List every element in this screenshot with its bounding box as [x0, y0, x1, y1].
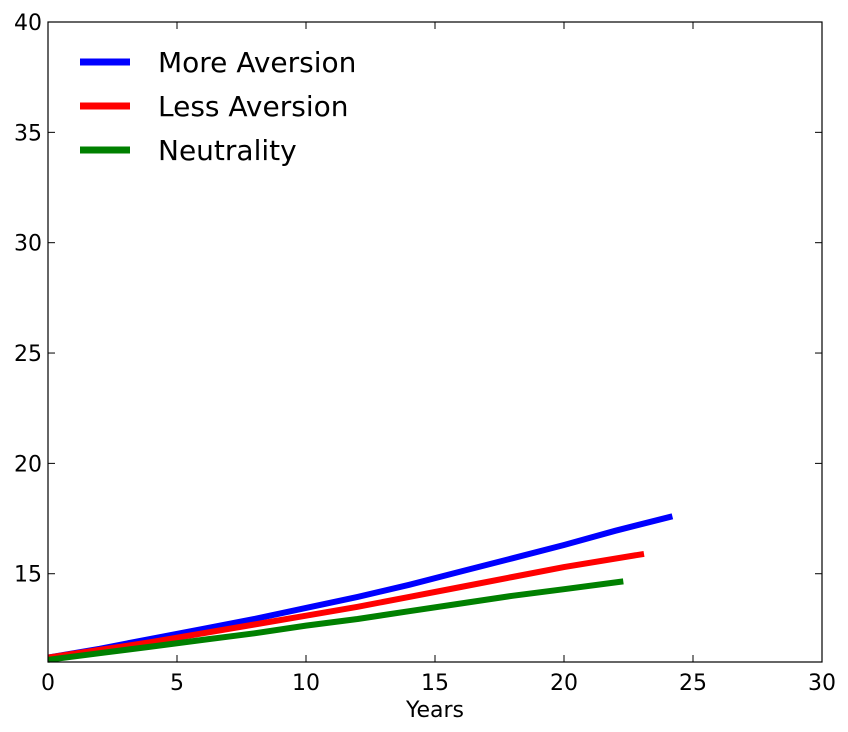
x-tick-label: 10	[292, 671, 320, 696]
legend: More Aversion Less Aversion Neutrality	[80, 46, 356, 167]
x-tick-label: 5	[170, 671, 184, 696]
legend-label-0: More Aversion	[158, 46, 356, 79]
x-tick-label: 20	[550, 671, 578, 696]
y-tick-label: 25	[14, 342, 42, 367]
series-lines	[47, 513, 674, 663]
x-tick-label: 25	[679, 671, 707, 696]
y-tick-label: 30	[14, 232, 42, 257]
y-tick-label: 40	[14, 11, 42, 36]
legend-label-1: Less Aversion	[158, 90, 348, 123]
x-tick-label: 30	[808, 671, 836, 696]
series-line-2	[47, 578, 624, 663]
x-tick-label: 15	[421, 671, 449, 696]
x-axis-label: Years	[405, 698, 464, 723]
y-tick-label: 35	[14, 121, 42, 146]
y-tick-label: 15	[14, 563, 42, 588]
x-tick-label: 0	[41, 671, 55, 696]
legend-label-2: Neutrality	[158, 134, 297, 167]
axes: 0 5 10 15 20 25 30 15 20 25 30 35 40	[14, 11, 836, 696]
series-line-1	[47, 550, 645, 661]
series-line-0	[47, 513, 674, 661]
y-tick-label: 20	[14, 452, 42, 477]
